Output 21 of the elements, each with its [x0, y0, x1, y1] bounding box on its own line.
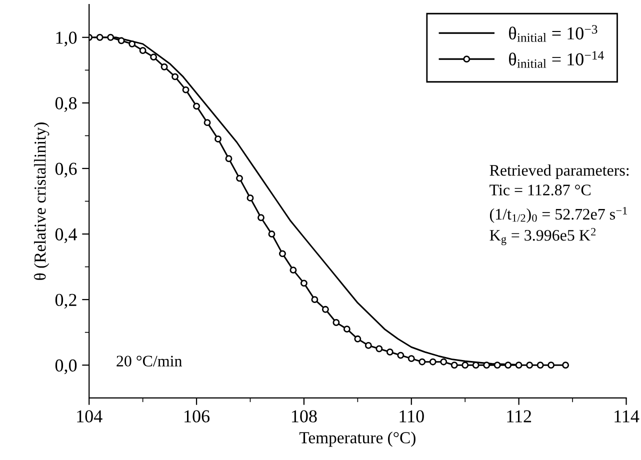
y-tick-label: 0,2 [55, 294, 76, 309]
annotation: K$_{g}$ = 3.996e5 K$^{2}$ [490, 228, 596, 246]
y-tick-label: 0,0 [55, 359, 77, 374]
annotation: Retrieved parameters: [490, 164, 629, 179]
x-tick-label: 108 [292, 410, 317, 422]
annotation: Tic = 112.87 °C [490, 184, 590, 196]
y-tick-label: 1,0 [56, 32, 77, 46]
x-tick-label: 112 [507, 410, 532, 422]
legend-label: θ$_{initial}$ = 10$^{−14}$ [509, 51, 604, 68]
y-tick-label: 0,6 [55, 162, 77, 178]
legend-label: θ$_{initial}$ = 10$^{−3}$ [509, 25, 598, 42]
y-tick-label: 0,4 [55, 228, 78, 244]
y-axis-title: θ (Relative cristallinity) [34, 122, 50, 280]
x-axis-title: Temperature (°C) [299, 432, 416, 447]
annotation: (1/t$_{1/2}$)$_{0}$ = 52.72e7 s$^{−1}$ [490, 206, 627, 223]
x-tick-label: 104 [77, 410, 102, 422]
y-tick-label: 0,8 [55, 97, 77, 112]
x-tick-label: 106 [184, 410, 210, 422]
x-tick-label: 110 [400, 410, 424, 422]
annotation: 20 °C/min [116, 356, 182, 366]
x-tick-label: 114 [614, 410, 640, 422]
